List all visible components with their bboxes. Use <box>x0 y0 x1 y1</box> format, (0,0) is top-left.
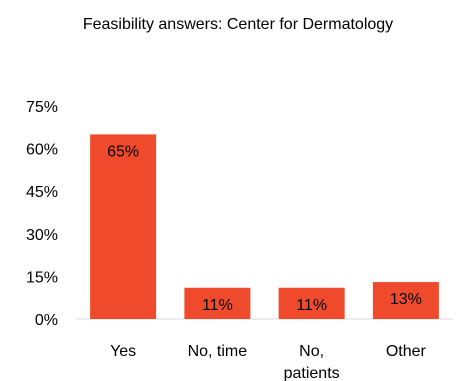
y-tick-label: 15% <box>26 269 58 286</box>
data-label: 11% <box>202 297 233 314</box>
x-tick-label: No, <box>299 343 324 360</box>
x-tick-label: patients <box>284 365 340 381</box>
chart-title: Feasibility answers: Center for Dermatol… <box>82 16 394 33</box>
bar-2 <box>184 287 251 319</box>
bar-4 <box>372 282 439 319</box>
y-tick-label: 0% <box>35 312 58 329</box>
y-tick-label: 30% <box>26 227 58 244</box>
bar-1 <box>90 134 157 319</box>
y-tick-label: 45% <box>26 184 58 201</box>
x-tick-label: Yes <box>110 343 136 360</box>
y-tick-label: 60% <box>26 142 58 159</box>
x-tick-label: No, time <box>188 343 248 360</box>
x-tick-label: Other <box>386 343 427 360</box>
data-label: 65% <box>107 143 139 160</box>
data-label: 13% <box>390 291 422 308</box>
y-tick-label: 75% <box>26 99 58 116</box>
bar-3 <box>278 287 345 319</box>
data-label: 11% <box>296 297 327 314</box>
